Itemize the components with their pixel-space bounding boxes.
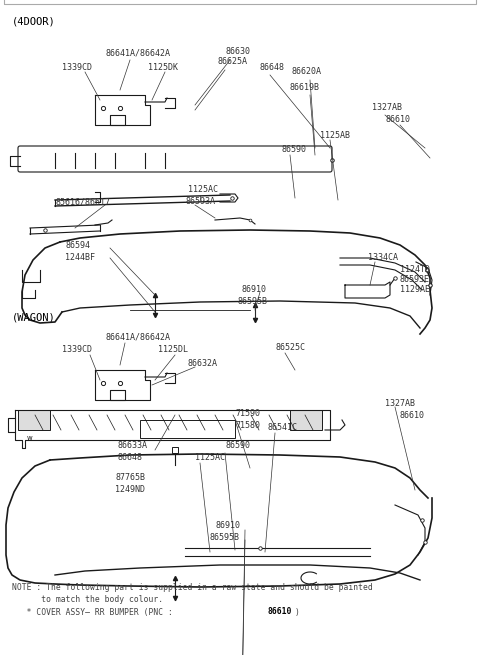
Text: 86541C: 86541C xyxy=(268,422,298,432)
Text: 86593A: 86593A xyxy=(185,198,215,206)
Text: 86610: 86610 xyxy=(268,607,292,616)
Text: 86641A/86642A: 86641A/86642A xyxy=(105,333,170,341)
Text: 86648: 86648 xyxy=(260,64,285,73)
Text: 1124TD: 1124TD xyxy=(400,265,430,274)
Text: 1327AB: 1327AB xyxy=(385,398,415,407)
Text: 86525C: 86525C xyxy=(275,343,305,352)
Text: 86648: 86648 xyxy=(118,453,143,462)
Text: 1334CA: 1334CA xyxy=(368,253,398,263)
Text: (4DOOR): (4DOOR) xyxy=(12,17,56,27)
Text: 86630: 86630 xyxy=(225,48,250,56)
Text: 1125AC: 1125AC xyxy=(195,453,225,462)
Text: 1339CD: 1339CD xyxy=(62,345,92,354)
Bar xyxy=(290,410,322,430)
Text: 1125AC: 1125AC xyxy=(188,185,218,195)
Text: 86632A: 86632A xyxy=(188,358,218,367)
Text: 71580: 71580 xyxy=(235,421,260,430)
Text: 1327AB: 1327AB xyxy=(372,103,402,113)
Text: 86641A/86642A: 86641A/86642A xyxy=(105,48,170,58)
Bar xyxy=(18,410,50,430)
Text: 85616/86617: 85616/86617 xyxy=(55,198,110,206)
Text: ): ) xyxy=(295,607,300,616)
Bar xyxy=(140,420,235,438)
Text: 86633A: 86633A xyxy=(118,441,148,449)
Text: 86590: 86590 xyxy=(225,441,250,449)
Text: 87765B: 87765B xyxy=(115,472,145,481)
Text: 1244BF: 1244BF xyxy=(65,253,95,263)
Text: 1125DL: 1125DL xyxy=(158,345,188,354)
Text: 86910: 86910 xyxy=(215,521,240,529)
Text: 1249ND: 1249ND xyxy=(115,485,145,493)
Text: * COVER ASSY– RR BUMPER (PNC :: * COVER ASSY– RR BUMPER (PNC : xyxy=(12,607,178,616)
Text: 86594: 86594 xyxy=(65,240,90,250)
Text: 71590: 71590 xyxy=(235,409,260,417)
Text: 86619B: 86619B xyxy=(290,83,320,92)
Text: (WAGON): (WAGON) xyxy=(12,313,56,323)
Text: 86595B: 86595B xyxy=(210,533,240,542)
Text: 86595B: 86595B xyxy=(238,297,268,307)
Text: 86910: 86910 xyxy=(242,286,267,295)
Text: 86610: 86610 xyxy=(385,115,410,124)
Text: to match the body colour.: to match the body colour. xyxy=(12,595,163,605)
Text: w: w xyxy=(27,435,33,441)
Text: 86620A: 86620A xyxy=(292,67,322,77)
Text: 86593E: 86593E xyxy=(400,276,430,284)
Text: 86625A: 86625A xyxy=(218,58,248,67)
Text: NOTE : The following part is supplied in a raw state and should be painted: NOTE : The following part is supplied in… xyxy=(12,584,373,593)
Text: 86610: 86610 xyxy=(400,411,425,419)
Text: 1129AE: 1129AE xyxy=(400,286,430,295)
Text: 1339CD: 1339CD xyxy=(62,64,92,73)
Text: 86590: 86590 xyxy=(282,145,307,155)
Text: 1125DK: 1125DK xyxy=(148,64,178,73)
Text: 1125AB: 1125AB xyxy=(320,130,350,140)
